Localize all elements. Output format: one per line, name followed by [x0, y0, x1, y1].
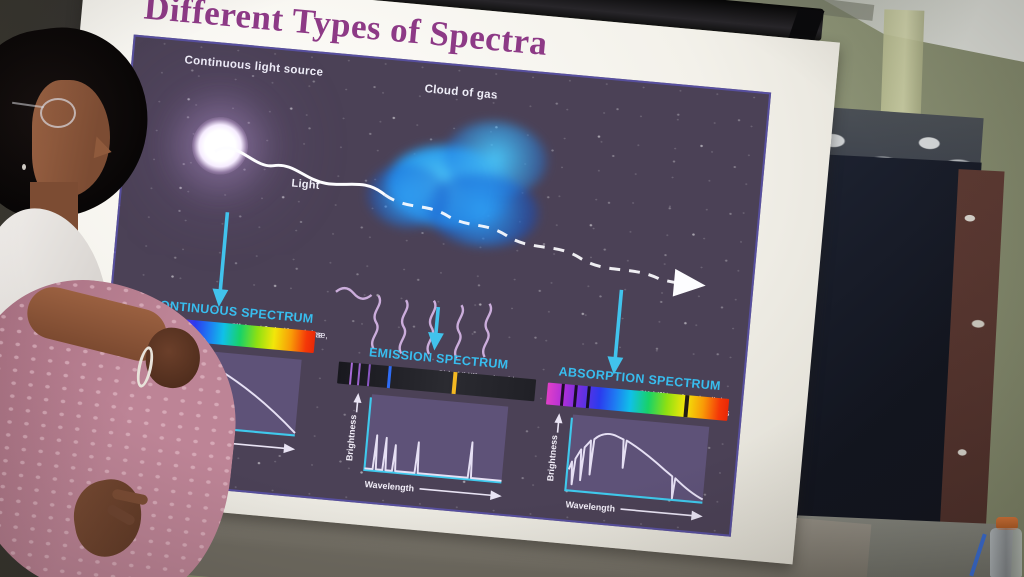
absorption-xlabel: Wavelength — [565, 499, 615, 513]
emitted-light-squiggles — [335, 286, 493, 360]
light-arrowhead-icon — [672, 268, 706, 297]
water-bottle — [969, 517, 1024, 577]
absorption-dark-line — [573, 384, 579, 408]
absorption-dark-line — [683, 395, 690, 418]
bottle-body — [990, 528, 1022, 577]
emission-line-violet — [356, 363, 361, 386]
section-absorption: ABSORPTION SPECTRUM Shows dark lines or … — [528, 363, 739, 528]
earring — [22, 164, 26, 170]
section-emission: EMISSION SPECTRUM Shows colored lines of… — [327, 343, 538, 508]
absorption-dark-line — [585, 386, 591, 409]
absorption-graph: Brightness Wavelength — [545, 413, 710, 521]
light-wavy-line — [214, 146, 386, 196]
emission-xlabel: Wavelength — [364, 479, 414, 493]
light-dashed-line — [383, 193, 679, 285]
screen-top-bar-endcap — [788, 8, 825, 41]
down-arrow-continuous — [212, 212, 230, 307]
glasses-icon — [40, 98, 76, 128]
down-arrow-emission — [428, 306, 444, 351]
bottle-cap — [996, 517, 1018, 530]
emission-graph: Brightness Wavelength — [344, 392, 509, 501]
absorption-curve — [567, 433, 704, 501]
emission-line-yellow — [451, 371, 458, 395]
emission-line-blue — [386, 365, 392, 389]
absorption-ylabel: Brightness — [545, 435, 559, 482]
diagram-lines — [212, 146, 706, 375]
emission-line-violet — [348, 362, 353, 385]
emission-ylabel: Brightness — [344, 414, 358, 461]
down-arrow-absorption — [607, 289, 624, 375]
emission-line-violet — [366, 364, 371, 387]
absorption-dark-line — [560, 383, 566, 406]
emission-curve — [364, 434, 502, 482]
